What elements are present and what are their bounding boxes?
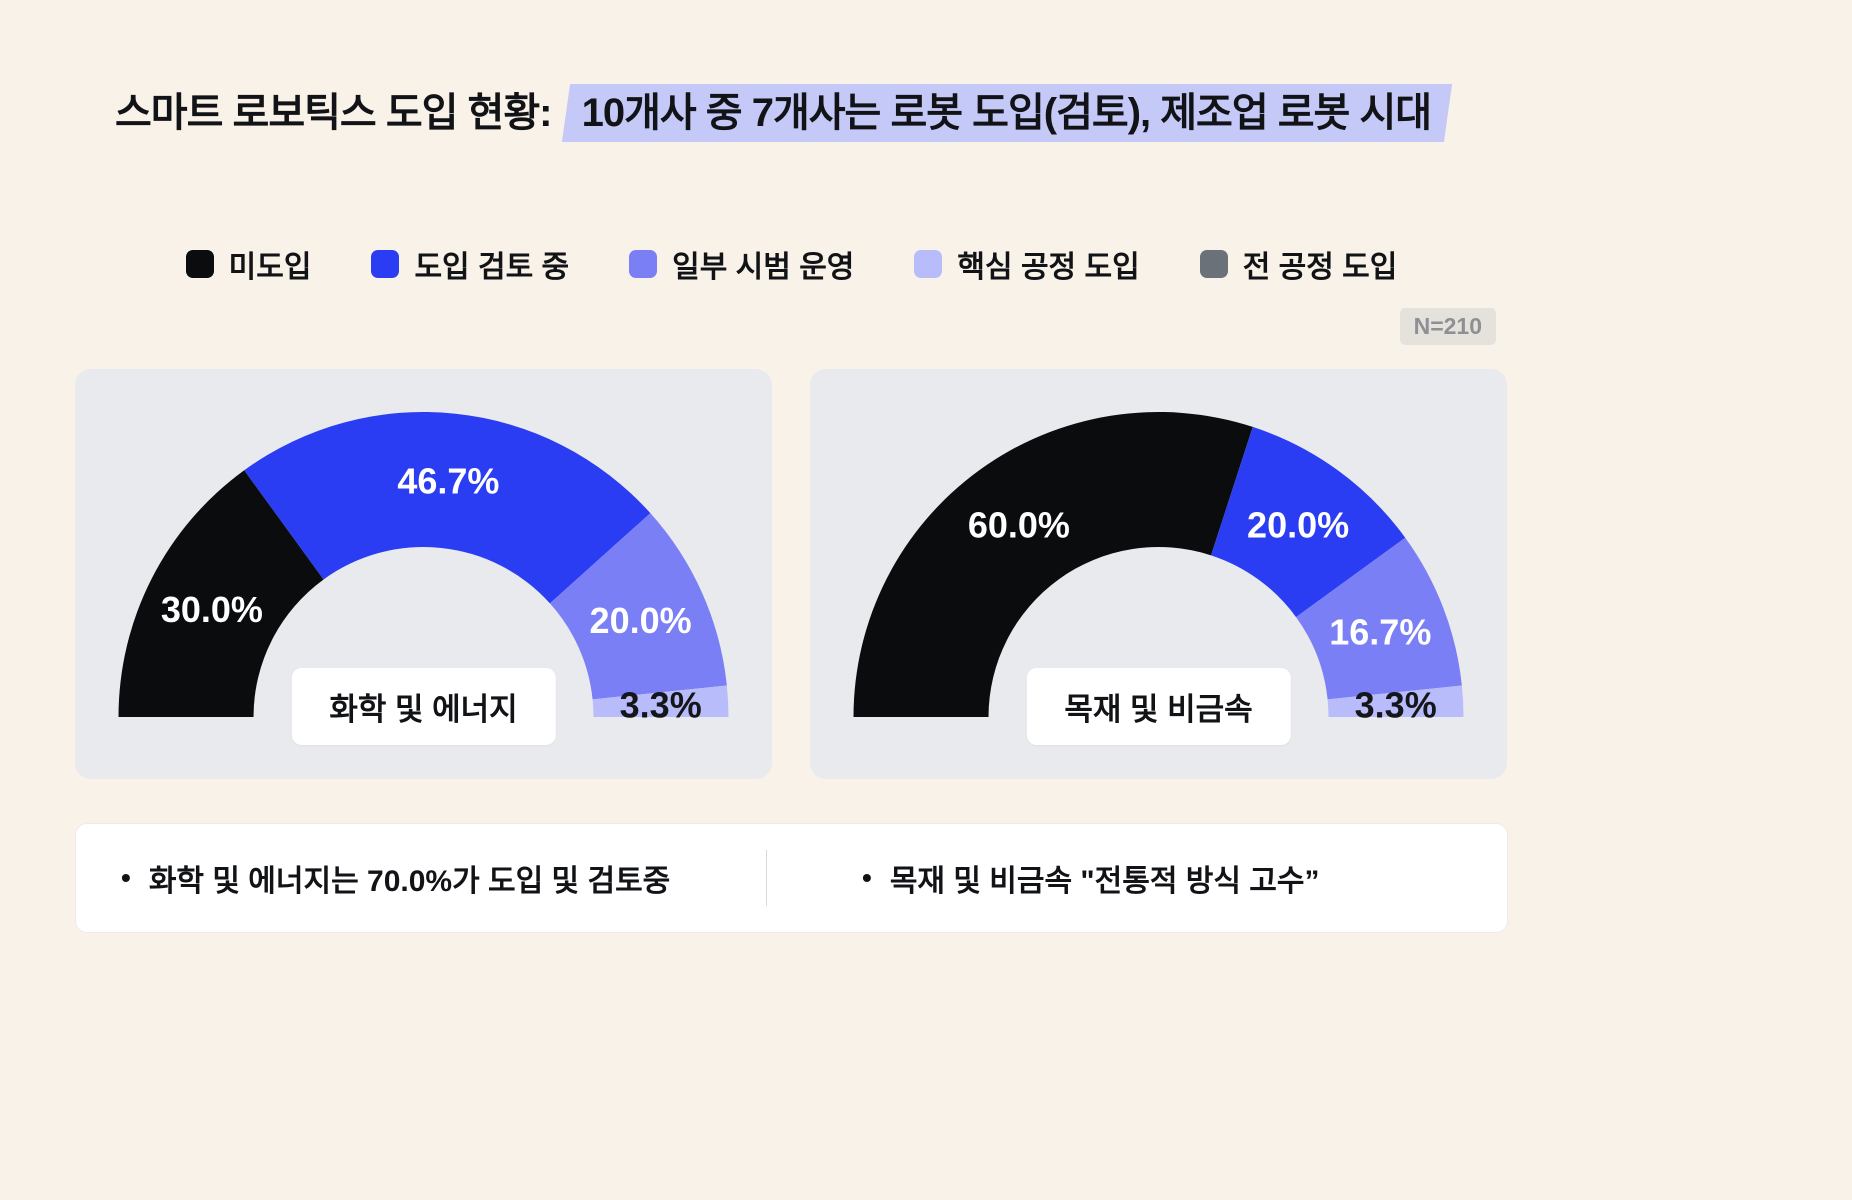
segment-value-label: 16.7% xyxy=(1329,612,1431,653)
infographic: 스마트 로보틱스 도입 현황: 10개사 중 7개사는 로봇 도입(검토), 제… xyxy=(75,0,1508,933)
legend-item-partial-pilot: 일부 시범 운영 xyxy=(629,242,854,286)
legend-item-core-process: 핵심 공정 도입 xyxy=(914,242,1140,286)
segment-value-label: 20.0% xyxy=(590,600,692,641)
note-text: 화학 및 에너지는 70.0%가 도입 및 검토중 xyxy=(148,865,671,898)
legend-swatch xyxy=(371,250,400,278)
chart-card-chemical-energy: 30.0% 46.7% 20.0% 3.3% 화학 및 에너지 xyxy=(75,369,772,779)
legend-swatch xyxy=(914,250,943,278)
donut-segment xyxy=(1211,426,1406,618)
donut-segment xyxy=(592,685,729,717)
donut-segment xyxy=(1327,685,1464,717)
note-chemical-energy: • 화학 및 에너지는 70.0%가 도입 및 검토중 xyxy=(76,856,766,900)
segment-value-label: 20.0% xyxy=(1247,505,1349,546)
bullet-icon: • xyxy=(121,862,131,893)
legend-label: 핵심 공정 도입 xyxy=(957,251,1140,284)
notes-panel: • 화학 및 에너지는 70.0%가 도입 및 검토중 • 목재 및 비금속 "… xyxy=(75,823,1508,933)
note-text: 목재 및 비금속 "전통적 방식 고수” xyxy=(889,865,1320,898)
title-highlight: 10개사 중 7개사는 로봇 도입(검토), 제조업 로봇 시대 xyxy=(566,84,1448,142)
page-title: 스마트 로보틱스 도입 현황: 10개사 중 7개사는 로봇 도입(검토), 제… xyxy=(115,84,1508,142)
legend-item-not-adopted: 미도입 xyxy=(185,242,312,286)
segment-value-label: 60.0% xyxy=(968,505,1070,546)
segment-value-label: 3.3% xyxy=(1355,684,1437,725)
note-wood-nonmetal: • 목재 및 비금속 "전통적 방식 고수” xyxy=(767,856,1507,900)
segment-value-label: 46.7% xyxy=(397,460,499,501)
bullet-icon: • xyxy=(862,862,872,893)
donut-segment xyxy=(244,412,651,604)
donut-segment xyxy=(853,412,1253,717)
semi-donut-chart-chemical-energy: 30.0% 46.7% 20.0% 3.3% xyxy=(118,412,729,725)
donut-segment xyxy=(549,513,727,700)
chart-card-wood-nonmetal: 60.0% 20.0% 16.7% 3.3% 목재 및 비금속 xyxy=(810,369,1507,779)
title-prefix: 스마트 로보틱스 도입 현황: xyxy=(115,91,562,135)
legend-label: 전 공정 도입 xyxy=(1242,251,1398,284)
legend-swatch xyxy=(629,250,658,278)
legend: 미도입 도입 검토 중 일부 시범 운영 핵심 공정 도입 전 공정 도입 xyxy=(75,242,1508,286)
legend-label: 도입 검토 중 xyxy=(414,251,570,284)
legend-label: 일부 시범 운영 xyxy=(672,251,855,284)
segment-value-label: 3.3% xyxy=(620,684,702,725)
legend-swatch xyxy=(185,250,214,278)
notes-divider xyxy=(766,850,767,906)
chart-title-label: 목재 및 비금속 xyxy=(1026,668,1291,745)
charts-row: 30.0% 46.7% 20.0% 3.3% 화학 및 에너지 60.0% 20.0% 1… xyxy=(75,369,1508,779)
chart-title-label: 화학 및 에너지 xyxy=(291,668,556,745)
donut-segment xyxy=(118,470,324,717)
donut-segment xyxy=(1296,537,1462,700)
semi-donut-chart-wood-nonmetal: 60.0% 20.0% 16.7% 3.3% xyxy=(853,412,1464,725)
sample-size-badge: N=210 xyxy=(1399,308,1496,345)
legend-swatch xyxy=(1199,250,1228,278)
badge-row: N=210 xyxy=(75,308,1508,345)
segment-value-label: 30.0% xyxy=(161,589,263,630)
legend-item-all-process: 전 공정 도입 xyxy=(1199,242,1398,286)
legend-item-under-review: 도입 검토 중 xyxy=(371,242,569,286)
legend-label: 미도입 xyxy=(228,251,312,284)
